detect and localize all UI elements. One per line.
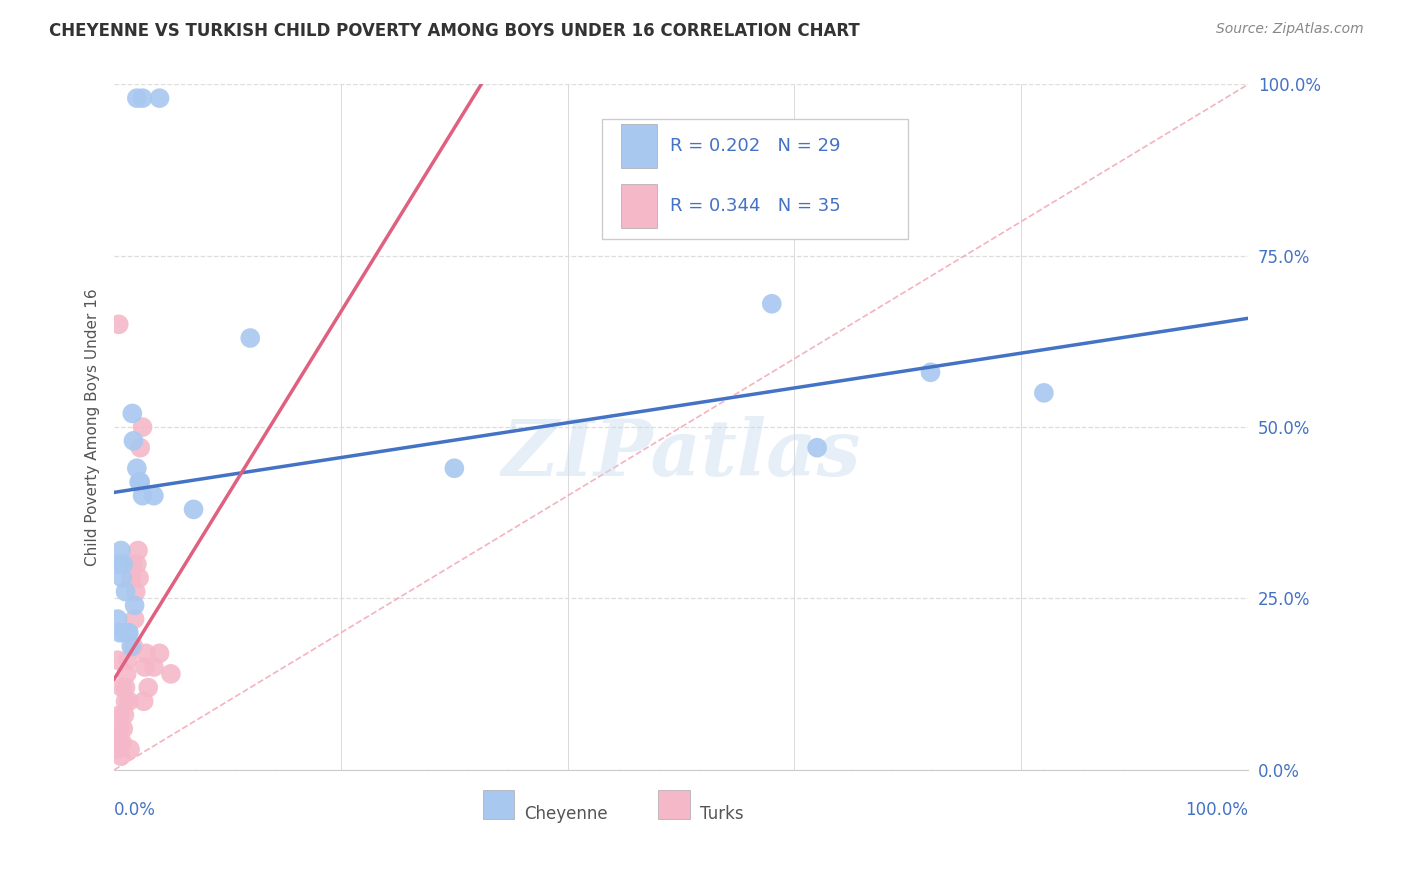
Point	[148, 91, 170, 105]
Point	[131, 420, 153, 434]
Point	[132, 694, 155, 708]
Point	[120, 640, 142, 654]
Point	[142, 660, 165, 674]
Point	[160, 666, 183, 681]
Text: Turks: Turks	[700, 805, 744, 823]
Point	[125, 91, 148, 105]
Point	[114, 584, 136, 599]
Text: Source: ZipAtlas.com: Source: ZipAtlas.com	[1216, 22, 1364, 37]
Point	[128, 571, 150, 585]
Point	[920, 365, 942, 379]
Point	[115, 666, 138, 681]
Point	[110, 543, 132, 558]
Point	[112, 722, 135, 736]
FancyBboxPatch shape	[658, 790, 690, 819]
Point	[122, 640, 145, 654]
Point	[107, 558, 129, 572]
Point	[129, 441, 152, 455]
Point	[112, 708, 135, 723]
Point	[107, 729, 129, 743]
Point	[114, 681, 136, 695]
Point	[148, 646, 170, 660]
Point	[121, 558, 143, 572]
Text: CHEYENNE VS TURKISH CHILD POVERTY AMONG BOYS UNDER 16 CORRELATION CHART: CHEYENNE VS TURKISH CHILD POVERTY AMONG …	[49, 22, 860, 40]
Point	[111, 571, 134, 585]
Point	[135, 646, 157, 660]
FancyBboxPatch shape	[621, 123, 657, 168]
Point	[107, 735, 129, 749]
Point	[239, 331, 262, 345]
Point	[112, 558, 135, 572]
Point	[107, 612, 129, 626]
Point	[124, 599, 146, 613]
Text: R = 0.344   N = 35: R = 0.344 N = 35	[669, 197, 841, 216]
Point	[120, 742, 142, 756]
Point	[110, 749, 132, 764]
Point	[131, 91, 153, 105]
Point	[124, 612, 146, 626]
Point	[129, 475, 152, 489]
Text: 100.0%: 100.0%	[1185, 801, 1249, 819]
Point	[806, 441, 828, 455]
Text: R = 0.202   N = 29: R = 0.202 N = 29	[669, 137, 841, 155]
FancyBboxPatch shape	[602, 119, 908, 239]
Point	[131, 489, 153, 503]
Point	[761, 297, 783, 311]
Point	[117, 625, 139, 640]
Point	[105, 742, 128, 756]
FancyBboxPatch shape	[621, 184, 657, 228]
Point	[142, 489, 165, 503]
FancyBboxPatch shape	[482, 790, 515, 819]
Point	[108, 722, 131, 736]
Point	[107, 653, 129, 667]
Point	[108, 625, 131, 640]
Point	[136, 681, 159, 695]
Point	[443, 461, 465, 475]
Point	[121, 406, 143, 420]
Text: Cheyenne: Cheyenne	[524, 805, 609, 823]
Point	[114, 694, 136, 708]
Point	[183, 502, 205, 516]
Point	[111, 735, 134, 749]
Point	[128, 475, 150, 489]
Point	[117, 653, 139, 667]
Point	[108, 708, 131, 723]
Text: ZIPatlas: ZIPatlas	[502, 417, 860, 492]
Point	[112, 625, 135, 640]
Point	[125, 584, 148, 599]
Point	[120, 571, 142, 585]
Point	[127, 543, 149, 558]
Point	[125, 558, 148, 572]
Point	[1032, 385, 1054, 400]
Point	[122, 434, 145, 448]
Point	[125, 461, 148, 475]
Text: 0.0%: 0.0%	[114, 801, 156, 819]
Point	[107, 318, 129, 332]
Point	[118, 625, 141, 640]
Y-axis label: Child Poverty Among Boys Under 16: Child Poverty Among Boys Under 16	[86, 288, 100, 566]
Point	[118, 694, 141, 708]
Point	[134, 660, 156, 674]
Point	[111, 681, 134, 695]
